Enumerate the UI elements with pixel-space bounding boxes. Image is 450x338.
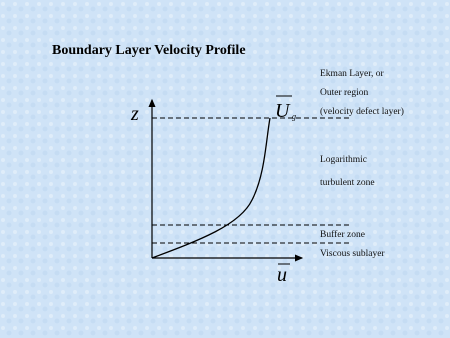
z-label: z [130,103,139,125]
zone-labels: Ekman Layer, or Outer region (velocity def… [320,69,404,259]
zone-label: Buffer zone [320,229,365,240]
zone-label: (velocity defect layer) [320,106,404,117]
zone-boundaries [152,117,350,244]
zone-label: turbulent zone [320,178,375,188]
zone-label: Ekman Layer, or [320,69,385,79]
ug-subscript: g [292,112,296,121]
ug-label: U [275,100,291,122]
zone-label: Viscous sublayer [320,249,385,259]
velocity-profile [151,117,271,259]
zone-label: Logarithmic [320,155,367,165]
zone-label: Outer region [320,88,369,98]
u-label: u [277,264,287,286]
title: Boundary Layer Velocity Profile [52,43,246,58]
